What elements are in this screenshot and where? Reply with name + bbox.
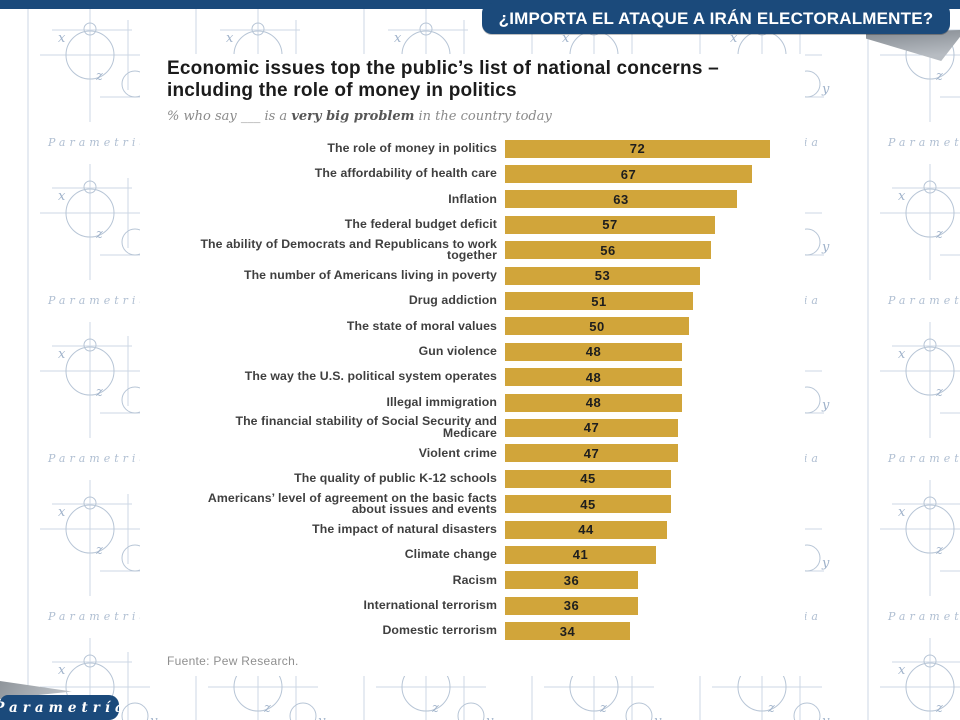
top-strip <box>0 0 960 9</box>
bar-value: 48 <box>585 344 602 360</box>
bar: 47 <box>505 418 678 437</box>
chart-subtitle: % who say ___ is a very big problem in t… <box>167 109 805 124</box>
bar: 67 <box>505 165 752 184</box>
bar: 57 <box>505 215 715 234</box>
chart-row: Racism 36 <box>140 568 805 593</box>
bar: 45 <box>505 495 671 514</box>
bar-value: 45 <box>580 496 596 512</box>
bar-label: The number of Americans living in povert… <box>243 267 497 282</box>
bar-value: 57 <box>602 217 618 233</box>
bar-label: The way the U.S. political system operat… <box>244 369 497 384</box>
bar-value: 47 <box>583 420 600 436</box>
bar: 36 <box>505 571 638 590</box>
chart-row: The way the U.S. political system operat… <box>140 365 805 390</box>
slide-header: ¿IMPORTA EL ATAQUE A IRÁN ELECTORALMENTE… <box>482 3 950 34</box>
bar-label: International terrorism <box>363 597 497 612</box>
bar-label: The ability of Democrats and Republicans… <box>200 236 497 263</box>
subtitle-suffix: in the country today <box>414 109 552 124</box>
chart-row: Drug addiction 51 <box>140 288 805 313</box>
bar-value: 50 <box>589 318 605 334</box>
bar-value: 48 <box>585 369 602 385</box>
chart-row: International terrorism 36 <box>140 593 805 618</box>
bar: 45 <box>505 469 671 488</box>
chart-row: The affordability of health care 67 <box>140 161 805 186</box>
chart-row: The role of money in politics 72 <box>140 136 805 161</box>
parametria-logo: Parametría <box>0 695 124 720</box>
bar-chart: Economic issues top the public’s list of… <box>140 54 805 668</box>
chart-row: Gun violence 48 <box>140 339 805 364</box>
bar-value: 45 <box>580 471 596 487</box>
bar-value: 56 <box>600 242 616 258</box>
chart-row: Americans’ level of agreement on the bas… <box>140 491 805 516</box>
bar: 48 <box>505 393 682 412</box>
bar-label: Inflation <box>448 191 497 206</box>
bar: 50 <box>505 317 689 336</box>
chart-row: Domestic terrorism 34 <box>140 618 805 643</box>
bar: 48 <box>505 368 682 387</box>
chart-row: The quality of public K-12 schools 45 <box>140 466 805 491</box>
bar: 63 <box>505 190 737 209</box>
chart-title: Economic issues top the public’s list of… <box>167 58 719 101</box>
bar: 36 <box>505 596 638 615</box>
bar-label: Violent crime <box>418 445 497 460</box>
bar-label: Climate change <box>404 547 497 562</box>
chart-row: The impact of natural disasters 44 <box>140 517 805 542</box>
bar: 48 <box>505 342 682 361</box>
bar-label: Drug addiction <box>408 293 497 308</box>
bar: 34 <box>505 622 630 641</box>
chart-row: The number of Americans living in povert… <box>140 263 805 288</box>
bar-label: Gun violence <box>418 344 497 359</box>
bar-value: 67 <box>620 166 637 182</box>
chart-rows: The role of money in politics 72 The affor… <box>140 136 805 644</box>
bar-label: The impact of natural disasters <box>312 521 497 536</box>
bar: 44 <box>505 520 667 539</box>
bar-label: Illegal immigration <box>386 394 497 409</box>
bar-value: 36 <box>563 572 580 588</box>
bar-value: 53 <box>594 268 611 284</box>
bar-value: 47 <box>583 445 600 461</box>
logo-text: Parametría <box>0 699 129 716</box>
bar-label: Racism <box>452 572 497 587</box>
source-note: Fuente: Pew Research. <box>167 653 299 668</box>
bar-label: The financial stability of Social Securi… <box>235 414 497 440</box>
bar: 53 <box>505 266 700 285</box>
subtitle-prefix: % who say ___ is a <box>167 109 292 124</box>
chart-row: The financial stability of Social Securi… <box>140 415 805 440</box>
bar: 51 <box>505 292 693 311</box>
chart-row: Illegal immigration 48 <box>140 390 805 415</box>
chart-row: Violent crime 47 <box>140 441 805 466</box>
chart-row: Climate change 41 <box>140 542 805 567</box>
bar-value: 51 <box>591 293 607 309</box>
subtitle-emphasis: very big problem <box>291 109 415 124</box>
bar-value: 48 <box>585 395 602 411</box>
bar-label: The state of moral values <box>346 318 497 333</box>
bar-value: 41 <box>572 547 589 563</box>
bar-value: 44 <box>578 522 594 538</box>
bar: 41 <box>505 545 656 564</box>
chart-row: Inflation 63 <box>140 187 805 212</box>
bar-label: The role of money in politics <box>327 140 497 155</box>
bar: 56 <box>505 241 711 260</box>
bar-label: Americans’ level of agreement on the bas… <box>207 490 497 517</box>
bar-value: 72 <box>629 141 646 157</box>
chart-row: The state of moral values 50 <box>140 314 805 339</box>
bar-label: The affordability of health care <box>314 166 497 181</box>
bar: 72 <box>505 139 770 158</box>
chart-row: The federal budget deficit 57 <box>140 212 805 237</box>
bar-label: The federal budget deficit <box>344 217 497 232</box>
chart-row: The ability of Democrats and Republicans… <box>140 238 805 263</box>
bar-label: The quality of public K-12 schools <box>294 471 497 486</box>
slide-title: ¿IMPORTA EL ATAQUE A IRÁN ELECTORALMENTE… <box>498 8 934 28</box>
bar: 47 <box>505 444 678 463</box>
bar-label: Domestic terrorism <box>382 623 497 638</box>
bar-value: 63 <box>613 191 629 207</box>
bar-value: 36 <box>563 598 580 614</box>
bar-value: 34 <box>559 623 576 639</box>
